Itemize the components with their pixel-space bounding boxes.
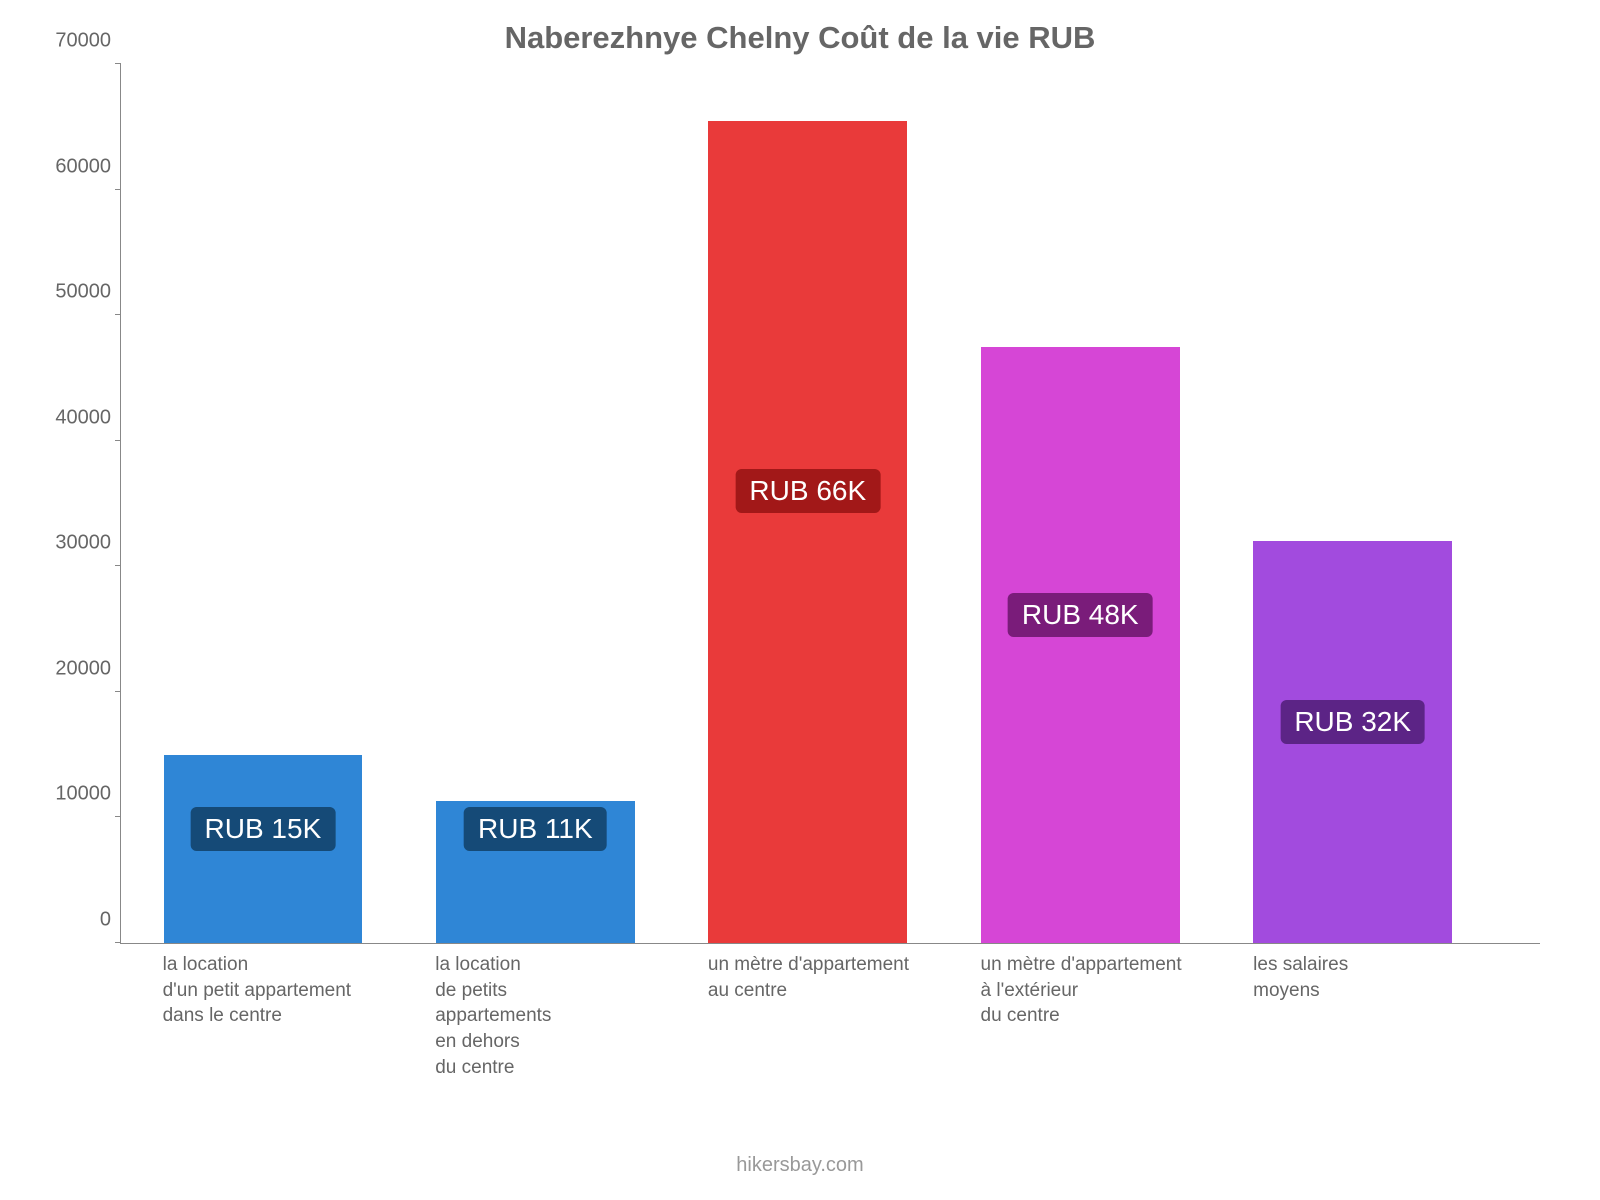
y-tick-mark	[115, 691, 121, 692]
y-tick-label: 10000	[41, 783, 111, 806]
y-tick-label: 0	[41, 909, 111, 932]
value-badge: RUB 48K	[1008, 593, 1153, 637]
x-axis-label: un mètre d'appartement au centre	[708, 952, 981, 1003]
y-tick-mark	[115, 189, 121, 190]
chart-title: Naberezhnye Chelny Coût de la vie RUB	[40, 20, 1560, 56]
x-axis-label: la location de petits appartements en de…	[435, 952, 708, 1080]
y-tick-mark	[115, 816, 121, 817]
y-tick-label: 60000	[41, 155, 111, 178]
value-badge: RUB 15K	[191, 807, 336, 851]
plot-area: RUB 15KRUB 11KRUB 66KRUB 48KRUB 32K 0100…	[120, 64, 1540, 944]
bar	[708, 121, 907, 943]
x-axis-label: la location d'un petit appartement dans …	[163, 952, 436, 1029]
y-tick-mark	[115, 565, 121, 566]
x-axis-label: les salaires moyens	[1253, 952, 1526, 1003]
y-tick-label: 50000	[41, 281, 111, 304]
y-tick-label: 40000	[41, 406, 111, 429]
value-badge: RUB 32K	[1280, 700, 1425, 744]
chart-container: Naberezhnye Chelny Coût de la vie RUB RU…	[0, 0, 1600, 1200]
x-axis-label: un mètre d'appartement à l'extérieur du …	[981, 952, 1254, 1029]
y-tick-label: 70000	[41, 30, 111, 53]
y-tick-mark	[115, 440, 121, 441]
y-tick-mark	[115, 942, 121, 943]
y-tick-label: 20000	[41, 657, 111, 680]
y-tick-mark	[115, 63, 121, 64]
x-axis-labels: la location d'un petit appartement dans …	[120, 944, 1540, 1124]
bars-layer: RUB 15K RUB 11K RUB 66K RUB 48K RUB 32K	[121, 64, 1540, 943]
credit-text: hikersbay.com	[40, 1154, 1560, 1177]
value-badge: RUB 11K	[464, 807, 607, 851]
bar	[981, 347, 1180, 943]
y-tick-label: 30000	[41, 532, 111, 555]
y-tick-mark	[115, 314, 121, 315]
value-badge: RUB 66K	[735, 469, 880, 513]
